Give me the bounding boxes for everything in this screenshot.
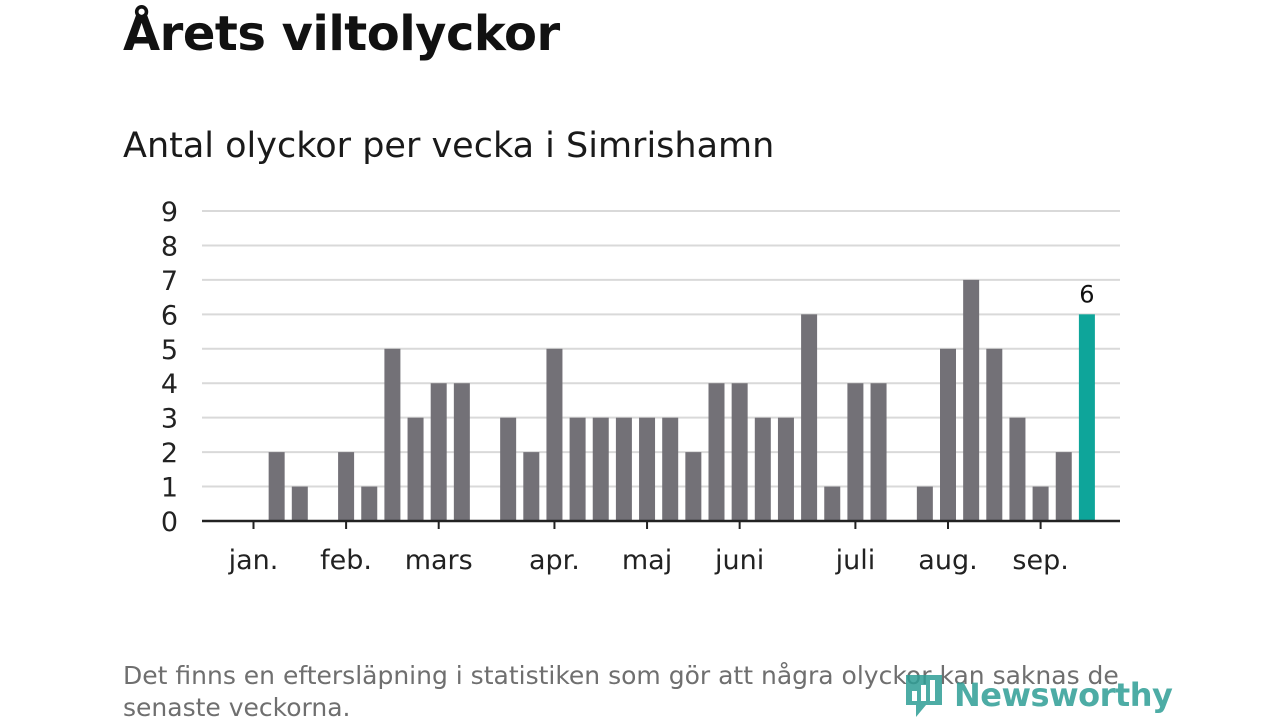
bar — [708, 383, 725, 521]
bar — [361, 486, 378, 521]
bar — [916, 486, 933, 521]
newsworthy-logo: Newsworthy — [902, 670, 1173, 720]
bar — [662, 417, 679, 521]
bar — [592, 417, 609, 521]
bar — [569, 417, 586, 521]
bar — [407, 417, 424, 521]
newsworthy-logo-icon — [906, 675, 942, 717]
bar — [338, 452, 355, 521]
y-tick-label: 0 — [161, 507, 178, 538]
chart-title: Årets viltolyckor — [123, 6, 560, 62]
bar — [453, 383, 470, 521]
bar — [1009, 417, 1026, 521]
bar — [523, 452, 540, 521]
bar — [801, 314, 818, 521]
bar — [500, 417, 517, 521]
x-tick-label: juni — [714, 545, 764, 576]
x-tick-label: aug. — [918, 545, 977, 576]
footnote: Det finns en eftersläpning i statistiken… — [123, 661, 1119, 722]
y-tick-label: 1 — [161, 473, 178, 504]
y-tick-label: 4 — [161, 369, 178, 400]
newsworthy-logo-text: Newsworthy — [954, 676, 1173, 714]
x-tick-label: jan. — [228, 545, 279, 576]
chart-subtitle: Antal olyckor per vecka i Simrishamn — [123, 126, 775, 166]
data-label: 6 — [1079, 280, 1094, 308]
x-tick-label: apr. — [529, 545, 580, 576]
y-tick-label: 7 — [161, 266, 178, 297]
bar — [685, 452, 702, 521]
y-tick-label: 6 — [161, 300, 178, 331]
y-tick-label: 5 — [161, 335, 178, 366]
bar — [268, 452, 285, 521]
y-tick-label: 9 — [161, 197, 178, 228]
bar — [940, 348, 956, 521]
bar — [615, 417, 632, 521]
y-tick-label: 3 — [161, 404, 178, 435]
bar — [1032, 486, 1049, 521]
bar — [754, 417, 771, 521]
bar — [384, 348, 401, 521]
y-tick-label: 8 — [161, 231, 178, 262]
x-tick-label: mars — [405, 545, 473, 576]
bar — [546, 348, 563, 521]
x-tick-label: maj — [622, 545, 672, 576]
bar — [291, 486, 308, 521]
bar — [777, 417, 794, 521]
x-tick-label: feb. — [320, 545, 372, 576]
y-tick-label: 2 — [161, 438, 178, 469]
bar — [847, 383, 864, 521]
bar — [870, 383, 887, 521]
bar — [639, 417, 656, 521]
x-tick-label: sep. — [1012, 545, 1068, 576]
bar — [430, 383, 447, 521]
bar — [731, 383, 748, 521]
bar — [986, 348, 1003, 521]
x-tick-label: juli — [835, 545, 876, 576]
bar — [1055, 452, 1072, 521]
bar — [824, 486, 841, 521]
bar — [963, 279, 980, 521]
highlight-bar — [1078, 314, 1095, 521]
